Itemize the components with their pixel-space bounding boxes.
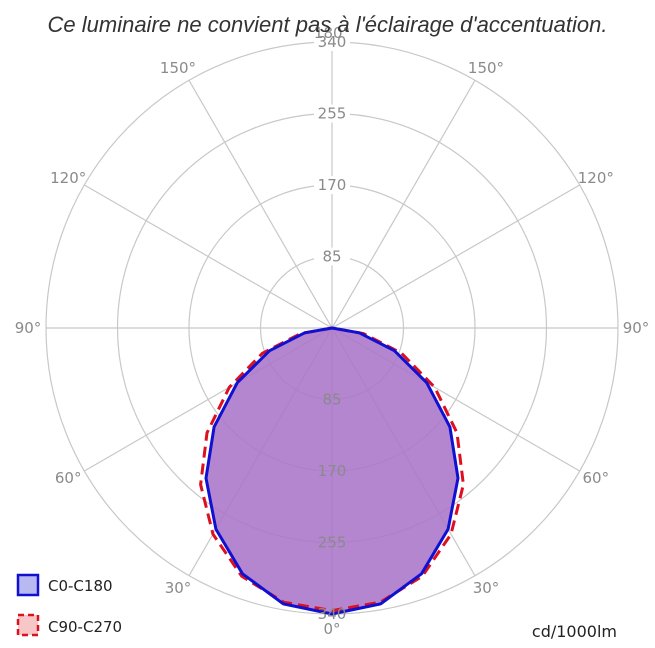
series-fill	[206, 328, 458, 614]
radial-label-bg	[314, 33, 350, 51]
radial-label-bg	[314, 104, 350, 123]
angle-label-bottom: 0°	[323, 620, 340, 638]
accent-lighting-notice: Ce luminaire ne convient pas à l'éclaira…	[47, 12, 608, 37]
angle-label-top: 180°	[314, 24, 350, 42]
series-layer	[199, 326, 465, 616]
legend-label-c90-c270: C90-C270	[48, 618, 122, 636]
series-c0-c180-line	[204, 326, 460, 616]
legend: C0-C180 C90-C270	[16, 573, 122, 637]
angle-label-left: 30°	[165, 579, 192, 597]
angle-label-right: 150°	[468, 59, 504, 77]
radial-label-bg	[314, 176, 350, 194]
radial-tick-label: 85	[322, 391, 341, 409]
unit-label: cd/1000lm	[532, 622, 617, 641]
angle-label-left: 90°	[15, 319, 42, 337]
legend-swatch-c0-c180	[16, 573, 40, 597]
angle-label-left: 120°	[50, 169, 86, 187]
radial-tick-label: 340	[318, 33, 347, 51]
series-c90-c270-line	[199, 326, 465, 613]
angle-label-left: 60°	[55, 469, 82, 487]
radial-tick-label: 170	[318, 462, 347, 480]
radial-tick-label: 255	[318, 105, 347, 123]
radial-tick-labels: 85 85 170 170 255 255 340 340	[314, 33, 350, 623]
legend-swatch-c90-c270	[16, 613, 40, 637]
angle-tick-labels: 150° 150° 120° 120° 90° 90° 60° 60° 30° 30° 180° 0°	[15, 24, 650, 638]
angle-label-right: 60°	[583, 469, 610, 487]
legend-label-c0-c180: C0-C180	[48, 577, 113, 595]
angle-label-left: 150°	[160, 59, 196, 77]
radial-tick-label: 340	[318, 605, 347, 623]
angle-label-right: 30°	[473, 579, 500, 597]
radial-tick-label: 85	[322, 248, 341, 266]
angle-label-right: 90°	[623, 319, 650, 337]
radial-tick-label: 170	[318, 176, 347, 194]
radial-label-bg	[314, 247, 350, 266]
radial-tick-label: 255	[318, 534, 347, 552]
angle-label-right: 120°	[578, 169, 614, 187]
